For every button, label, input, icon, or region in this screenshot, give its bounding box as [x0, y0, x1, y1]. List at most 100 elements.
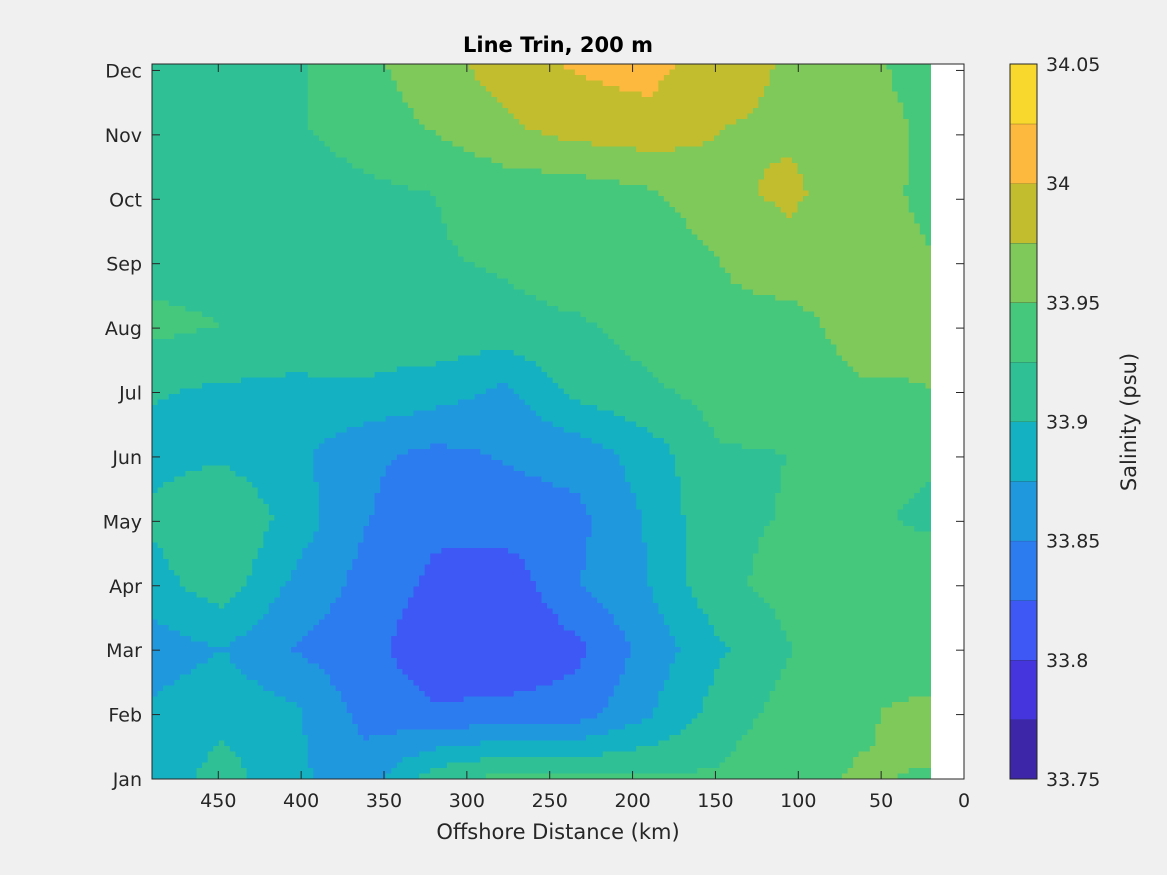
contour-cell [335, 152, 476, 159]
contour-cell [302, 713, 353, 720]
contour-cell [547, 372, 654, 379]
contour-cell [152, 509, 270, 516]
contour-cell [680, 476, 782, 483]
contour-cell [508, 278, 732, 285]
contour-cell [903, 504, 931, 511]
contour-cell [686, 542, 760, 549]
contour-cell [480, 80, 604, 87]
contour-cell [641, 515, 687, 522]
colorbar-box [1009, 63, 1038, 780]
contour-cell [324, 438, 593, 445]
contour-cell [658, 377, 910, 384]
contour-cell [241, 586, 281, 593]
contour-cell [174, 680, 259, 687]
contour-cell [780, 465, 931, 472]
contour-cell [741, 284, 931, 291]
contour-cell [152, 256, 465, 263]
axes-box [151, 63, 965, 780]
contour-cell [291, 570, 348, 577]
contour-cell [819, 322, 931, 329]
contour-cell [647, 427, 715, 434]
colorbar-band [1010, 302, 1037, 363]
plot-area: 450 400 350 300 250 200 150 100 50 0 Jan Feb Mar Apr… [103, 60, 970, 812]
contour-cell [407, 102, 504, 109]
contour-cell [152, 311, 203, 318]
contour-cell [675, 641, 726, 648]
contour-cell [374, 493, 582, 500]
contour-cell [719, 262, 931, 269]
x-tick-label: 50 [869, 790, 893, 812]
contour-cell [152, 201, 437, 208]
contour-cell [719, 636, 787, 643]
contour-cell [402, 757, 481, 764]
contour-cell [691, 229, 921, 236]
contour-cell [730, 647, 793, 654]
contour-cell [764, 531, 931, 538]
contour-cell [619, 454, 676, 461]
contour-cell [663, 438, 721, 445]
contour-cell [152, 223, 448, 230]
contour-cell [647, 185, 760, 192]
contour-cell [708, 691, 771, 698]
contour-cell [780, 157, 793, 164]
contour-cell [524, 564, 587, 571]
contour-cell [686, 520, 771, 527]
contour-cell [586, 537, 643, 544]
contour-cell [419, 575, 531, 582]
contour-cell [508, 548, 587, 555]
contour-cell [396, 86, 487, 93]
contour-cell [702, 240, 927, 247]
contour-cell [586, 548, 648, 555]
contour-cell [385, 773, 420, 779]
contour-cell [624, 669, 671, 676]
contour-cell [152, 141, 326, 148]
contour-cell [307, 80, 398, 87]
y-tick-label: Dec [105, 60, 142, 82]
contour-cell [786, 212, 793, 219]
contour-cell [246, 476, 314, 483]
contour-cell [780, 482, 927, 489]
contour-cell [825, 333, 931, 340]
contour-cell [908, 498, 931, 505]
x-tick-label: 350 [366, 790, 402, 812]
contour-cell [396, 619, 559, 626]
contour-cell [764, 168, 799, 175]
contour-cell [780, 625, 931, 632]
contour-cell [775, 504, 904, 511]
contour-cell [152, 102, 309, 109]
contour-cell [713, 135, 910, 142]
contour-cell [558, 135, 715, 142]
contour-cell [708, 245, 931, 252]
contour-cell [391, 69, 476, 76]
contour-cell [686, 724, 754, 731]
contour-cell [914, 493, 931, 500]
contour-cell [608, 702, 659, 709]
contour-cell [285, 696, 342, 703]
contour-cell [391, 647, 587, 654]
contour-cell [513, 465, 626, 472]
contour-cell [586, 641, 632, 648]
contour-cell [725, 757, 854, 764]
contour-cell [335, 597, 409, 604]
contour-cell [152, 636, 192, 643]
contour-cell [652, 432, 715, 439]
contour-cell [202, 465, 231, 472]
contour-cell [213, 746, 231, 753]
colorbar-band [1010, 481, 1037, 541]
contour-cell [580, 399, 693, 406]
contour-cell [752, 586, 931, 593]
contour-cell [430, 190, 659, 197]
contour-cell [152, 702, 298, 709]
colorbar-band [1010, 361, 1037, 422]
contour-cell [619, 86, 659, 93]
contour-cell [402, 91, 493, 98]
contour-cell [630, 647, 682, 654]
contour-cell [246, 674, 331, 681]
contour-cell [391, 179, 620, 186]
contour-cell [713, 432, 931, 439]
contour-cell [780, 476, 931, 483]
contour-cell [396, 762, 448, 769]
y-axis-ticks: Jan Feb Mar Apr May Jun Jul Aug Sep Oct Nov Dec [103, 60, 964, 791]
contour-cell [318, 504, 376, 511]
contour-cell [897, 773, 931, 779]
